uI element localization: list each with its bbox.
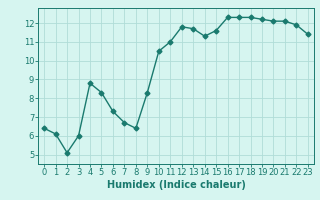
X-axis label: Humidex (Indice chaleur): Humidex (Indice chaleur): [107, 180, 245, 190]
